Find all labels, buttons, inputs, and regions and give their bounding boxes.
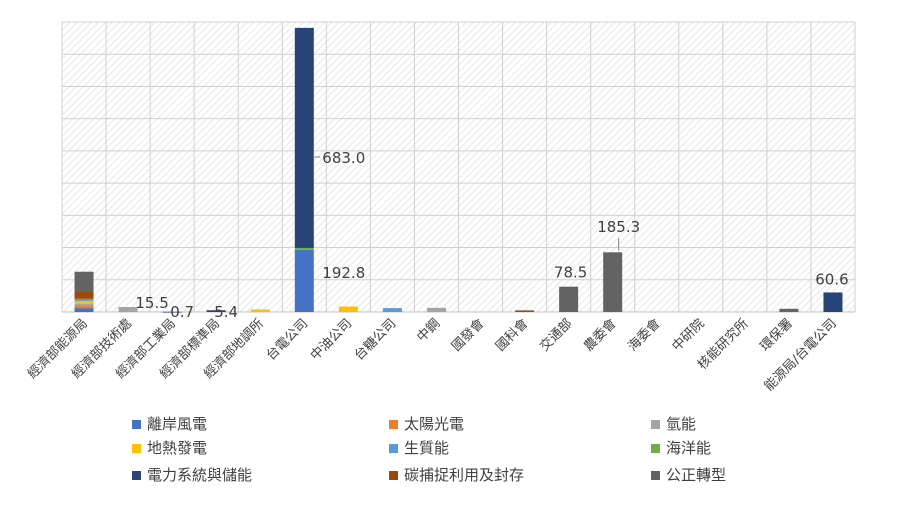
legend-swatch	[389, 420, 398, 429]
bar-segment	[382, 308, 402, 312]
bar-segment	[603, 252, 623, 312]
bar-segment	[74, 291, 94, 299]
bar-segment	[74, 271, 94, 292]
data-label: 192.8	[322, 264, 365, 282]
bar-segment	[74, 303, 94, 306]
x-tick-label: 海委會	[625, 316, 663, 354]
x-tick-label: 國科會	[493, 316, 531, 354]
legend-swatch	[651, 471, 660, 480]
bar-segment	[74, 300, 94, 302]
bar-segment	[779, 308, 799, 312]
bar-segment	[74, 305, 94, 309]
data-label: 15.5	[135, 294, 168, 312]
bar-segment	[206, 310, 226, 312]
bars-layer	[74, 27, 843, 313]
legend-label: 碳捕捉利用及封存	[404, 466, 524, 484]
bar-segment	[74, 298, 94, 301]
bar-segment	[823, 292, 843, 312]
bar-segment	[294, 27, 314, 248]
x-tick-label: 台糖公司	[351, 316, 399, 364]
bar-segment	[426, 307, 446, 312]
bar-segment	[118, 307, 138, 312]
x-tick-label: 交通部	[537, 316, 576, 355]
legend-swatch	[651, 420, 660, 429]
legend-label: 海洋能	[666, 439, 711, 457]
bar-segment	[250, 309, 270, 312]
legend-label: 離岸風電	[147, 415, 207, 433]
legend-label: 公正轉型	[666, 466, 726, 484]
data-label: 60.6	[815, 270, 848, 288]
legend-label: 地熱發電	[147, 439, 207, 457]
bar-segment	[294, 249, 314, 312]
bar-segment	[74, 308, 94, 312]
bar-segment	[162, 311, 182, 313]
bar-segment	[74, 301, 94, 304]
data-label: 185.3	[597, 218, 640, 236]
gridlines	[61, 21, 856, 313]
x-tick-label: 農委會	[581, 316, 619, 354]
legend-label: 電力系統與儲能	[147, 466, 252, 484]
x-axis-tick-labels: 經濟部能源局經濟部技術處經濟部工業局經濟部標準局經濟部地調所台電公司中油公司台糖…	[24, 316, 839, 395]
data-label: 78.5	[554, 264, 587, 282]
x-tick-label: 中油公司	[308, 316, 355, 363]
bar-segment	[294, 247, 314, 250]
data-label: 5.4	[214, 303, 238, 321]
legend-swatch	[132, 444, 141, 453]
legend-swatch	[389, 444, 398, 453]
legend-swatch	[651, 444, 660, 453]
data-label: 683.0	[322, 149, 365, 167]
data-label: 0.7	[170, 303, 194, 321]
data-labels-layer: 15.5 0.7 5.4 683.0 192.8 78.5 185.3 60.6	[135, 149, 848, 321]
legend-swatch	[132, 420, 141, 429]
legend-swatch	[389, 471, 398, 480]
x-tick-label: 台電公司	[264, 316, 311, 363]
bar-segment	[515, 310, 535, 312]
x-tick-label: 環保署	[758, 316, 796, 354]
bar-segment	[338, 306, 358, 312]
bar-segment	[559, 286, 579, 312]
legend-label: 生質能	[404, 439, 449, 457]
legend-label: 太陽光電	[404, 415, 464, 433]
x-tick-label: 中研院	[669, 316, 707, 354]
legend-swatch	[132, 471, 141, 480]
legend-label: 氫能	[666, 415, 696, 433]
x-tick-label: 國發會	[449, 316, 487, 354]
x-tick-label: 中鋼	[414, 316, 443, 345]
